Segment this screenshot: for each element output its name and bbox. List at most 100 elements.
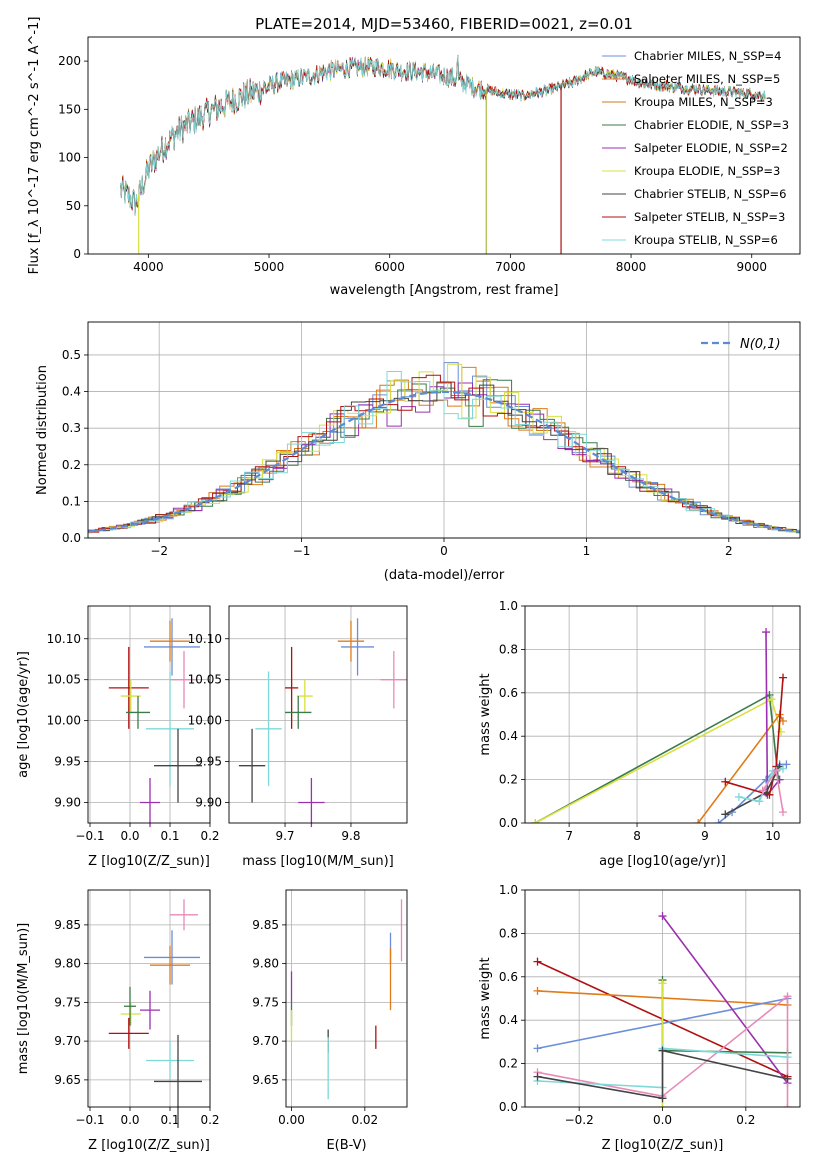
x-tick-label: 0.00 <box>278 1113 305 1127</box>
weight-line <box>537 1049 788 1100</box>
y-tick-label: 1.0 <box>499 883 518 897</box>
age_vs_Z-frame <box>87 605 211 824</box>
age_vs_mass-xlabel: mass [log10(M/M_sun)] <box>242 854 394 869</box>
y-tick-label: 0.1 <box>62 494 81 508</box>
weight-marker <box>783 992 792 1001</box>
weight-marker <box>767 695 776 704</box>
y-tick-label: 0.6 <box>499 686 518 700</box>
x-tick-label: 2 <box>725 544 733 558</box>
y-tick-label: 0.0 <box>62 531 81 545</box>
y-tick-label: 0.3 <box>62 421 81 435</box>
histogram-steps <box>88 362 800 534</box>
y-tick-label: 0.2 <box>499 1057 518 1071</box>
y-tick-label: 10.05 <box>47 673 81 687</box>
y-tick-label: 100 <box>58 151 81 165</box>
y-tick-label: 9.75 <box>252 995 279 1009</box>
legend-label: Chabrier STELIB, N_SSP=6 <box>634 187 786 201</box>
y-tick-label: 150 <box>58 102 81 116</box>
y-tick-label: 0.4 <box>499 1013 518 1027</box>
weight-marker <box>783 1103 792 1107</box>
x-tick-label: 0.0 <box>653 1113 672 1127</box>
weight-marker <box>533 1072 542 1081</box>
x-tick-label: 0 <box>440 544 448 558</box>
y-tick-label: 9.75 <box>54 995 81 1009</box>
y-tick-label: 10.05 <box>188 673 222 687</box>
y-tick-label: 9.90 <box>195 796 222 810</box>
x-tick-label: 9000 <box>736 260 767 274</box>
figure-title: PLATE=2014, MJD=53460, FIBERID=0021, z=0… <box>255 15 633 33</box>
legend-label: Salpeter MILES, N_SSP=5 <box>634 72 780 86</box>
y-tick-label: 0.2 <box>62 458 81 472</box>
weight-marker <box>783 1074 792 1083</box>
weight-marker <box>721 777 730 786</box>
y-tick-label: 0.5 <box>62 348 81 362</box>
weight_vs_Z-xlabel: Z [log10(Z/Z_sun)] <box>602 1138 724 1153</box>
weight-marker <box>694 819 703 823</box>
x-tick-label: 8000 <box>616 260 647 274</box>
weight-marker <box>779 673 788 682</box>
weight-marker <box>779 808 788 817</box>
y-tick-label: 9.95 <box>54 755 81 769</box>
legend-label: Salpeter STELIB, N_SSP=3 <box>634 210 785 224</box>
x-tick-label: 0.1 <box>160 829 179 843</box>
legend-label: Kroupa ELODIE, N_SSP=3 <box>634 164 780 178</box>
weight_vs_age-xlabel: age [log10(age/yr)] <box>599 854 726 869</box>
legend-label: Kroupa STELIB, N_SSP=6 <box>634 233 778 247</box>
x-tick-label: 7000 <box>495 260 526 274</box>
y-tick-label: 10.00 <box>47 714 81 728</box>
y-tick-label: 9.65 <box>54 1073 81 1087</box>
y-tick-label: 10.00 <box>188 714 222 728</box>
weight_vs_age-ylabel: mass weight <box>478 673 493 755</box>
weight-marker <box>714 819 723 823</box>
age_vs_Z-points <box>108 618 202 828</box>
y-tick-label: 0.0 <box>499 816 518 830</box>
histogram-ylabel: Normed distribution <box>35 365 50 495</box>
x-tick-label: 0.0 <box>120 829 139 843</box>
weight-marker <box>658 1103 667 1107</box>
x-tick-label: 10 <box>765 829 780 843</box>
x-tick-label: 0.2 <box>736 1113 755 1127</box>
histogram-series <box>88 381 800 532</box>
weight-marker <box>783 1053 792 1062</box>
x-tick-label: −0.1 <box>75 1113 104 1127</box>
spectrum-xlabel: wavelength [Angstrom, rest frame] <box>330 283 559 298</box>
weight-marker <box>531 819 540 823</box>
y-tick-label: 9.85 <box>252 918 279 932</box>
spectrum-frame <box>87 36 801 255</box>
spectrum-legend: Chabrier MILES, N_SSP=4 Salpeter MILES, N… <box>602 49 789 247</box>
weight-marker <box>533 957 542 966</box>
x-tick-label: −0.2 <box>565 1113 594 1127</box>
weight-marker <box>772 766 781 775</box>
y-tick-label: 0.6 <box>499 970 518 984</box>
x-tick-label: 9.8 <box>341 829 360 843</box>
gaussian-curve <box>88 390 800 533</box>
y-tick-label: 9.90 <box>54 796 81 810</box>
weight-marker <box>758 786 767 795</box>
y-tick-label: 10.10 <box>47 632 81 646</box>
y-tick-label: 0.0 <box>499 1100 518 1114</box>
x-tick-label: 0.0 <box>120 1113 139 1127</box>
y-tick-label: 9.70 <box>54 1034 81 1048</box>
x-tick-label: 0.02 <box>351 1113 378 1127</box>
x-tick-label: 0.2 <box>200 1113 219 1127</box>
y-tick-label: 9.85 <box>54 918 81 932</box>
x-tick-label: 4000 <box>133 260 164 274</box>
y-tick-label: 9.80 <box>252 957 279 971</box>
mass_vs_Z-frame <box>87 889 211 1108</box>
weight-marker <box>779 764 788 773</box>
weight-marker <box>762 628 771 637</box>
weight-marker <box>658 1094 667 1103</box>
x-tick-label: 5000 <box>254 260 285 274</box>
weight-marker <box>533 986 542 995</box>
x-tick-label: 6000 <box>374 260 405 274</box>
histogram-frame <box>87 321 801 539</box>
legend-label: Chabrier MILES, N_SSP=4 <box>634 49 781 63</box>
mass_vs_Z-xlabel: Z [log10(Z/Z_sun)] <box>88 1138 210 1153</box>
x-tick-label: −0.1 <box>75 829 104 843</box>
weight-marker <box>734 792 743 801</box>
weight_vs_Z-series <box>533 912 792 1107</box>
y-tick-label: 0.8 <box>499 926 518 940</box>
y-tick-label: 200 <box>58 54 81 68</box>
weight-marker <box>533 1044 542 1053</box>
